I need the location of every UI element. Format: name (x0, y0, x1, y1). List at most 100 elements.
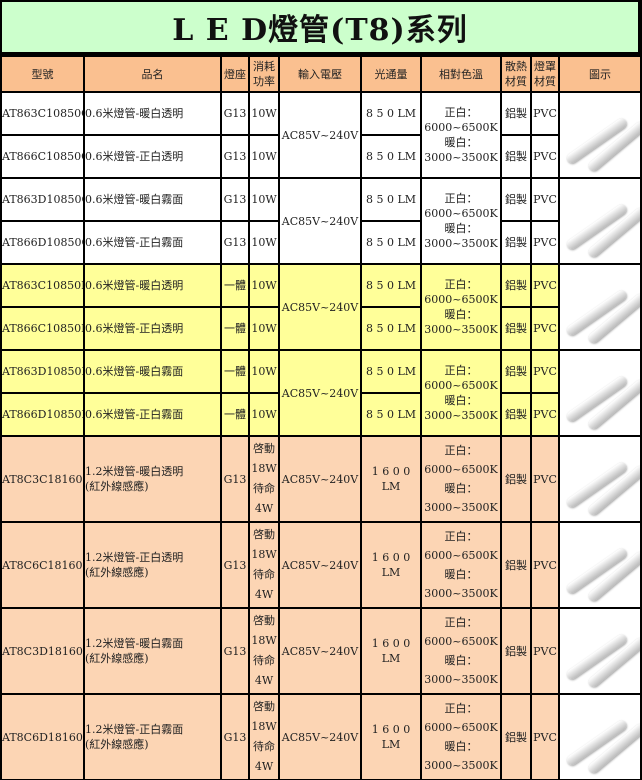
name-cell: 0.6米燈管-暖白霧面 (85, 179, 220, 220)
product-table: 型號 品名 燈座 消耗功率 輸入電壓 光通量 相對色溫 散熱材質 燈罩材質 圖示 AT863C108… (0, 55, 642, 780)
voltage-cell: AC85V~240V (280, 93, 360, 177)
name-cell: 1.2米燈管-正白霧面 (紅外線感應) (85, 695, 220, 779)
model-cell: AT863C10850G (2, 93, 83, 134)
name-cell: 0.6米燈管-暖白霧面 (85, 351, 220, 392)
name-cell: 0.6米燈管-正白霧面 (85, 222, 220, 263)
lumen-cell: 8 5 0 LM (362, 93, 420, 134)
cover-cell: PVC (532, 609, 558, 693)
heatsink-cell: 鋁製 (502, 523, 530, 607)
heatsink-cell: 鋁製 (502, 351, 530, 392)
voltage-cell: AC85V~240V (280, 179, 360, 263)
base-cell: G13 (222, 136, 248, 177)
model-cell: AT863D10850H (2, 351, 83, 392)
base-cell: G13 (222, 523, 248, 607)
table-row: AT866C10850G 0.6米燈管-正白透明 G13 10W 8 5 0 LM 鋁製 P… (2, 136, 640, 177)
voltage-cell: AC85V~240V (280, 351, 360, 435)
model-cell: AT8C3D181600GS (2, 609, 83, 693)
base-cell: G13 (222, 695, 248, 779)
color-temp-cell: 正白：6000~6500K 暖白：3000~3500K (422, 609, 500, 693)
page-title: L E D燈管(T8)系列 (2, 2, 638, 52)
cover-cell: PVC (532, 136, 558, 177)
base-cell: G13 (222, 222, 248, 263)
led-tube-photo-icon (560, 179, 640, 263)
cover-cell: PVC (532, 308, 558, 349)
cover-cell: PVC (532, 695, 558, 779)
sensor-note: (紅外線感應) (85, 652, 149, 665)
sensor-note: (紅外線感應) (85, 480, 149, 493)
column-header: 輸入電壓 (280, 57, 360, 91)
cover-cell: PVC (532, 222, 558, 263)
product-image (560, 179, 640, 263)
base-cell: G13 (222, 609, 248, 693)
product-image (560, 695, 640, 779)
power-cell: 10W (250, 136, 278, 177)
model-cell: AT866C10850G (2, 136, 83, 177)
color-temp-cell: 正白：6000~6500K 暖白：3000~3500K (422, 265, 500, 349)
name-cell: 0.6米燈管-暖白透明 (85, 265, 220, 306)
cover-cell: PVC (532, 93, 558, 134)
model-cell: AT8C6C181600GS (2, 523, 83, 607)
color-temp-cell: 正白：6000~6500K 暖白：3000~3500K (422, 523, 500, 607)
cover-cell: PVC (532, 437, 558, 521)
name-cell: 0.6米燈管-暖白透明 (85, 93, 220, 134)
color-temp-cell: 正白：6000~6500K 暖白：3000~3500K (422, 437, 500, 521)
heatsink-cell: 鋁製 (502, 265, 530, 306)
led-tube-photo-icon (560, 93, 640, 177)
voltage-cell: AC85V~240V (280, 523, 360, 607)
model-cell: AT8C3C181600GS (2, 437, 83, 521)
led-tube-photo-icon (560, 351, 640, 435)
column-header: 光通量 (362, 57, 420, 91)
heatsink-cell: 鋁製 (502, 222, 530, 263)
voltage-cell: AC85V~240V (280, 437, 360, 521)
sensor-note: (紅外線感應) (85, 738, 149, 751)
column-header: 圖示 (560, 57, 640, 91)
table-row: AT866D10850H 0.6米燈管-正白霧面 一體 10W 8 5 0 LM 鋁製 PV… (2, 394, 640, 435)
name-line: 1.2米燈管-暖白透明 (85, 465, 184, 478)
product-image (560, 93, 640, 177)
model-cell: AT863C10850H (2, 265, 83, 306)
column-header: 相對色溫 (422, 57, 500, 91)
cover-cell: PVC (532, 351, 558, 392)
table-row: AT863D10850H 0.6米燈管-暖白霧面 一體 10W AC85V~240V 8 … (2, 351, 640, 435)
model-cell: AT866D10850H (2, 394, 83, 435)
product-image (560, 437, 640, 521)
cover-cell: PVC (532, 179, 558, 220)
column-header: 品名 (85, 57, 220, 91)
product-image (560, 609, 640, 693)
base-cell: 一體 (222, 351, 248, 392)
power-cell: 10W (250, 308, 278, 349)
lumen-cell: 1 6 0 0 LM (362, 609, 420, 693)
lumen-cell: 1 6 0 0 LM (362, 695, 420, 779)
model-cell: AT8C6D181600GS (2, 695, 83, 779)
cover-cell: PVC (532, 523, 558, 607)
heatsink-cell: 鋁製 (502, 394, 530, 435)
base-cell: G13 (222, 93, 248, 134)
header-row: 型號 品名 燈座 消耗功率 輸入電壓 光通量 相對色溫 散熱材質 燈罩材質 圖示 (2, 57, 640, 91)
column-header: 消耗功率 (250, 57, 278, 91)
lumen-cell: 1 6 0 0 LM (362, 437, 420, 521)
table-row: AT866D10850G 0.6米燈管-正白霧面 G13 10W 8 5 0 LM 鋁製 P… (2, 222, 640, 263)
name-cell: 1.2米燈管-暖白霧面 (紅外線感應) (85, 609, 220, 693)
led-tube-photo-icon (560, 609, 640, 693)
heatsink-cell: 鋁製 (502, 308, 530, 349)
name-line: 1.2米燈管-暖白霧面 (85, 637, 184, 650)
power-cell: 10W (250, 394, 278, 435)
table-row: AT863C10850G 0.6米燈管-暖白透明 G13 10W AC85V~240V 8… (2, 93, 640, 177)
voltage-cell: AC85V~240V (280, 695, 360, 779)
model-cell: AT863D10850G (2, 179, 83, 220)
cover-cell: PVC (532, 394, 558, 435)
name-line: 1.2米燈管-正白透明 (85, 551, 184, 564)
column-header: 燈罩材質 (532, 57, 558, 91)
product-image (560, 523, 640, 607)
lumen-cell: 8 5 0 LM (362, 179, 420, 220)
power-cell: 10W (250, 93, 278, 134)
column-header: 散熱材質 (502, 57, 530, 91)
name-cell: 0.6米燈管-正白透明 (85, 136, 220, 177)
name-cell: 1.2米燈管-正白透明 (紅外線感應) (85, 523, 220, 607)
model-cell: AT866C10850H (2, 308, 83, 349)
base-cell: G13 (222, 437, 248, 521)
